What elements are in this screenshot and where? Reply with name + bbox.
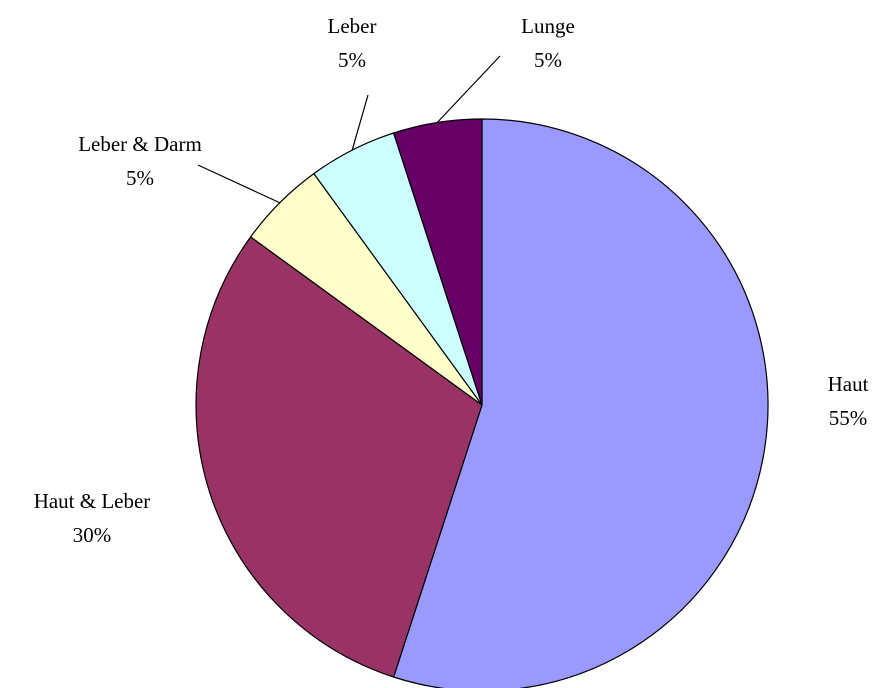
slice-label: Lunge <box>521 14 575 38</box>
slice-label: Haut & Leber <box>34 489 151 513</box>
value-label: 5% <box>126 166 154 190</box>
value-label: 5% <box>534 48 562 72</box>
pie-slice <box>392 118 769 688</box>
slice-label: Haut <box>828 372 869 396</box>
slice-label: Leber <box>328 14 377 38</box>
value-label: 5% <box>338 48 366 72</box>
value-label: 30% <box>73 523 112 547</box>
leader-line <box>436 55 501 123</box>
leader-line <box>197 164 281 204</box>
slice-label: Leber & Darm <box>78 132 202 156</box>
leader-line <box>351 94 369 151</box>
pie-slice <box>392 118 483 406</box>
pie-slice <box>195 236 483 678</box>
value-label: 55% <box>829 406 868 430</box>
